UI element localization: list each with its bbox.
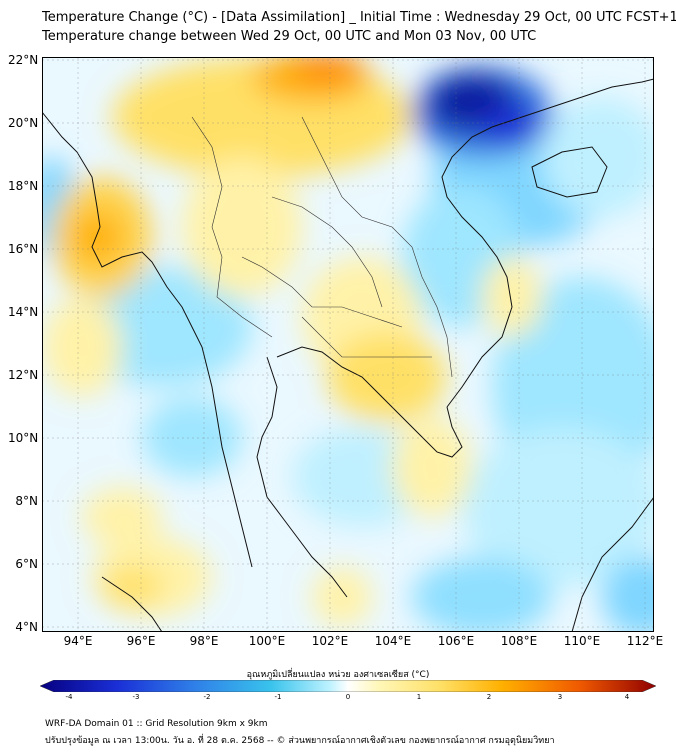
lat-label: 10°N bbox=[8, 431, 39, 445]
field-blob bbox=[182, 157, 302, 297]
lon-label: 108°E bbox=[500, 634, 538, 648]
temperature-field bbox=[42, 57, 654, 632]
lon-label: 112°E bbox=[626, 634, 664, 648]
field-blob bbox=[542, 97, 654, 217]
lon-label: 104°E bbox=[374, 634, 412, 648]
field-blob bbox=[102, 567, 162, 607]
colorbar-title: อุณหภูมิเปลี่ยนแปลง หน่วย องศาเซลเซียส (… bbox=[246, 670, 430, 680]
coastline-borneo bbox=[571, 496, 654, 632]
lon-label: 94°E bbox=[63, 634, 93, 648]
lon-label: 96°E bbox=[126, 634, 156, 648]
field-blob bbox=[482, 257, 542, 337]
colorbar-tick: -1 bbox=[274, 693, 282, 701]
lat-label: 6°N bbox=[15, 557, 38, 571]
map-border bbox=[42, 57, 654, 632]
field-blob bbox=[82, 487, 162, 547]
field-blob bbox=[602, 557, 654, 632]
lat-label: 22°N bbox=[8, 53, 39, 67]
field-blob bbox=[462, 427, 654, 587]
field-blob bbox=[312, 567, 372, 627]
lat-label: 8°N bbox=[15, 494, 38, 508]
colorbar-tick: -4 bbox=[65, 693, 73, 701]
footer-domain-info: WRF-DA Domain 01 :: Grid Resolution 9km … bbox=[45, 719, 268, 729]
colorbar-tick: -2 bbox=[203, 693, 211, 701]
colorbar-tick: -3 bbox=[132, 693, 140, 701]
coastline-vietnam bbox=[441, 126, 513, 408]
colorbar-body bbox=[40, 680, 656, 692]
coastline-hainan bbox=[531, 146, 608, 198]
footer-credit: ปรับปรุงข้อมูล ณ เวลา 13:00น. วัน อ. ที่… bbox=[45, 736, 555, 746]
coastline-sumatra bbox=[101, 576, 163, 632]
field-blob bbox=[72, 212, 122, 262]
colorbar bbox=[40, 680, 656, 692]
lon-label: 106°E bbox=[437, 634, 475, 648]
colorbar-tick: 3 bbox=[557, 693, 563, 701]
gridlines bbox=[42, 57, 654, 632]
colorbar-tick: 0 bbox=[345, 693, 351, 701]
lon-label: 98°E bbox=[189, 634, 219, 648]
lat-label: 12°N bbox=[8, 368, 39, 382]
country-borders bbox=[191, 116, 453, 378]
coastline-peninsula-east bbox=[256, 356, 348, 598]
field-blob bbox=[42, 297, 122, 397]
lat-label: 4°N bbox=[15, 620, 38, 634]
lat-label: 18°N bbox=[8, 179, 39, 193]
coastline-gulf bbox=[276, 346, 463, 458]
coastline-myanmar-thai bbox=[42, 111, 253, 568]
lon-label: 110°E bbox=[563, 634, 601, 648]
field-blob bbox=[392, 417, 472, 517]
lon-label: 100°E bbox=[248, 634, 286, 648]
field-blob bbox=[412, 557, 552, 632]
lat-label: 16°N bbox=[8, 242, 39, 256]
field-blob bbox=[327, 332, 447, 422]
field-blob bbox=[482, 107, 542, 147]
lon-label: 102°E bbox=[311, 634, 349, 648]
lat-label: 20°N bbox=[8, 116, 39, 130]
colorbar-tick: 1 bbox=[416, 693, 422, 701]
chart-title-line2: Temperature change between Wed 29 Oct, 0… bbox=[42, 29, 537, 44]
colorbar-tick: 4 bbox=[624, 693, 630, 701]
field-blob bbox=[292, 57, 362, 82]
chart-title-line1: Temperature Change (°C) - [Data Assimila… bbox=[42, 10, 676, 25]
coastlines bbox=[42, 78, 654, 632]
temperature-change-map bbox=[42, 57, 654, 632]
colorbar-tick: 2 bbox=[486, 693, 492, 701]
lat-label: 14°N bbox=[8, 305, 39, 319]
